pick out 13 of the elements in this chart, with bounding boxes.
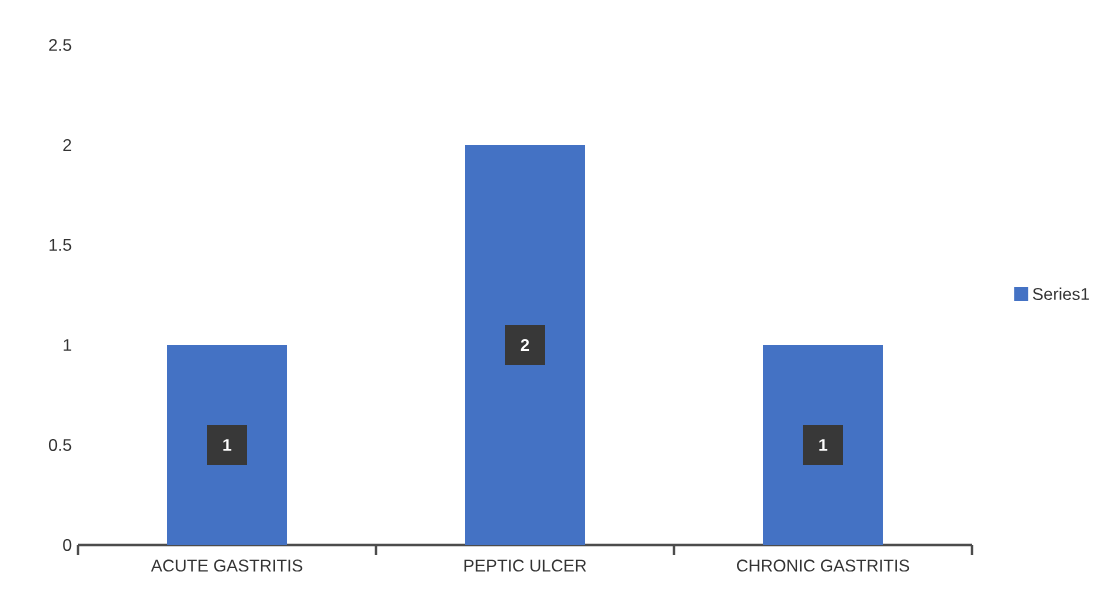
legend-label: Series1	[1032, 287, 1089, 301]
data-label: 2	[520, 339, 530, 351]
data-label: 1	[223, 439, 232, 451]
y-tick-label: 0	[63, 538, 72, 551]
x-tick-label: CHRONIC GASTRITIS	[736, 559, 910, 572]
y-tick-label: 0.5	[48, 438, 72, 451]
x-tick-label: PEPTIC ULCER	[464, 559, 587, 572]
y-tick-label: 1	[63, 339, 72, 351]
y-tick-label: 2.5	[49, 38, 72, 51]
x-tick-label: ACUTE GASTRITIS	[151, 559, 303, 572]
data-label: 1	[819, 439, 828, 451]
y-tick-label: 1.5	[49, 239, 72, 251]
y-tick-label: 2	[63, 139, 72, 151]
